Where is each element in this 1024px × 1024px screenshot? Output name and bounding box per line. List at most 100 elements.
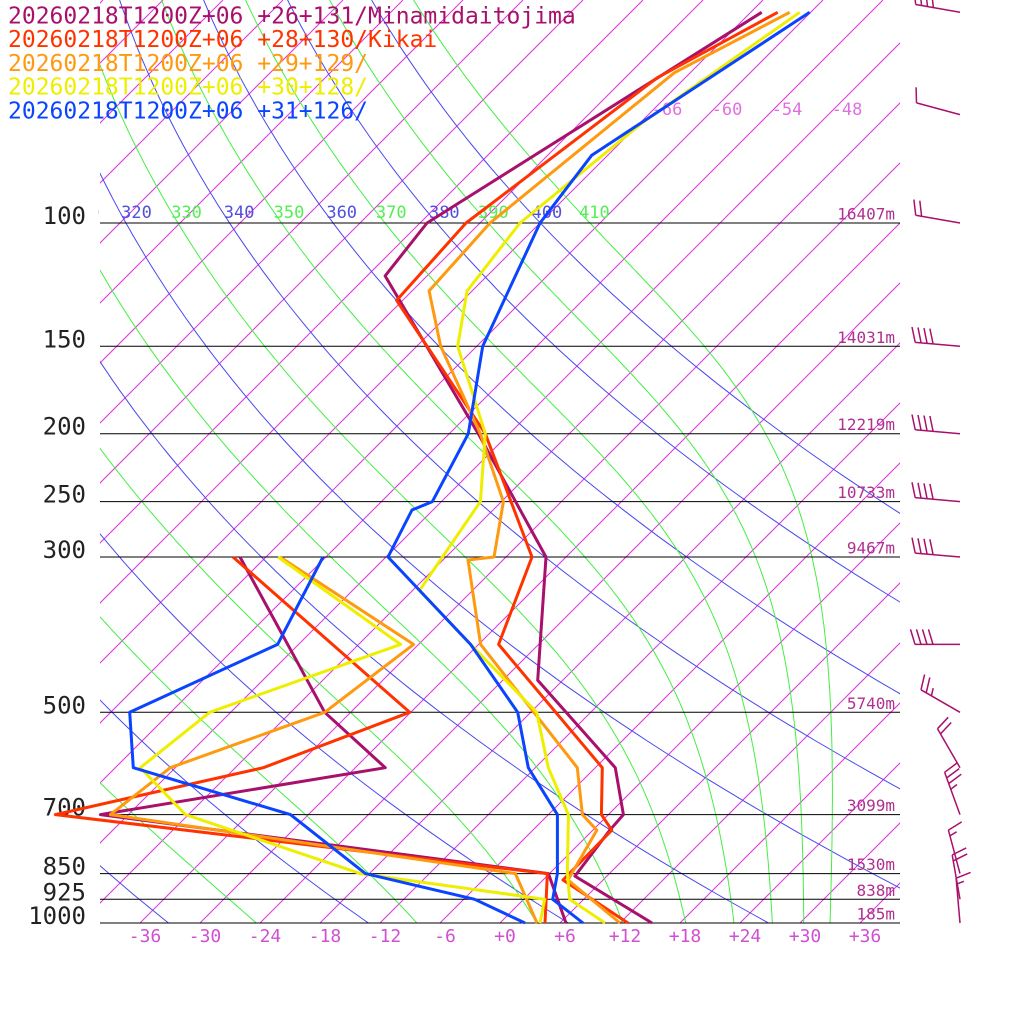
moist-adiabat-label: 310 [69, 203, 100, 223]
isotherm-label: -48 [832, 100, 863, 120]
x-tick-label: -12 [369, 926, 402, 947]
temperature-line [418, 11, 801, 925]
wind-barb [920, 674, 961, 713]
x-tick-label: +24 [729, 926, 762, 947]
isotherm [679, 702, 900, 923]
temperature-line [383, 11, 763, 925]
moist-adiabat [100, 269, 624, 923]
isotherm [100, 0, 584, 484]
isotherm [139, 162, 900, 923]
wind-barb [955, 871, 971, 924]
height-label: 185m [856, 905, 895, 924]
wind-barb [914, 0, 961, 14]
dewpoint-line [108, 555, 539, 924]
legend-entry: 20260218T1200Z+06 +29+129/ [8, 51, 368, 77]
x-tick-label: +6 [554, 926, 576, 947]
legend-entry: 20260218T1200Z+06 +31+126/ [8, 98, 368, 124]
x-tick-label: -18 [309, 926, 342, 947]
moist-adiabat [245, 0, 773, 923]
isotherm [739, 762, 900, 923]
isotherm [559, 582, 900, 923]
legend: 20260218T1200Z+06 +26+131/Minamidaitojim… [8, 4, 576, 125]
isotherm [100, 0, 344, 244]
height-label: 3099m [847, 796, 895, 815]
moist-adiabat-label: 410 [579, 203, 610, 223]
isotherm [199, 222, 900, 923]
isotherm [619, 642, 900, 923]
isotherm [100, 42, 900, 844]
dry-adiabat [100, 865, 170, 923]
height-label: 5740m [847, 694, 895, 713]
wind-barb [909, 629, 960, 646]
height-label: 9467m [847, 538, 895, 557]
x-tick-label: -30 [189, 926, 222, 947]
isotherm [100, 0, 284, 184]
isotherm [100, 0, 704, 604]
temperature-line [395, 10, 779, 925]
dry-adiabat [287, 0, 900, 603]
wind-barb [915, 87, 961, 116]
isotherm [100, 102, 900, 904]
isotherm [100, 0, 164, 64]
y-tick-label: 200 [43, 413, 86, 441]
moist-adiabat [329, 0, 805, 923]
wind-barb [951, 847, 968, 900]
dry-adiabat [203, 0, 900, 695]
moist-adiabat [100, 782, 258, 923]
moist-adiabat [100, 616, 418, 923]
axes: 100 16407m 150 14031m 200 12219m 250 10733m 300 9… [28, 202, 900, 947]
height-label: 10733m [837, 483, 895, 502]
wind-barb [936, 716, 961, 769]
isotherm [259, 282, 900, 923]
isotherm [100, 0, 764, 664]
legend-entry: 20260218T1200Z+06 +26+131/Minamidaitojim… [8, 4, 576, 30]
isotherm-label: -60 [712, 100, 743, 120]
dry-adiabat-label: 340 [224, 203, 255, 223]
temperature-line [386, 11, 811, 925]
y-tick-label: 300 [43, 536, 86, 564]
x-tick-label: +12 [609, 926, 642, 947]
moist-adiabat [100, 63, 687, 923]
dry-adiabat [371, 0, 900, 514]
height-label: 14031m [837, 328, 895, 347]
y-tick-label: 850 [43, 853, 86, 881]
dewpoint-line [98, 556, 568, 924]
height-label: 838m [856, 881, 895, 900]
isotherm [499, 522, 900, 923]
isotherm [319, 342, 900, 923]
x-tick-label: -6 [434, 926, 456, 947]
legend-entry: 20260218T1200Z+06 +28+130/Kikai [8, 27, 437, 53]
moist-adiabat-label: 350 [274, 203, 305, 223]
wind-barb [947, 821, 963, 874]
isotherm-label: -66 [652, 100, 683, 120]
moist-adiabat-label: 370 [376, 203, 407, 223]
wind-barb [943, 762, 962, 815]
y-tick-label: 250 [43, 481, 86, 509]
isotherm [799, 822, 900, 923]
y-tick-label: 925 [43, 878, 86, 906]
y-tick-label: 150 [43, 325, 86, 353]
isotherm [100, 0, 824, 724]
moist-adiabat [100, 447, 538, 923]
wind-barbs [909, 0, 971, 924]
isotherm [379, 402, 900, 923]
moist-adiabat-label: 330 [171, 203, 202, 223]
x-tick-label: +30 [789, 926, 822, 947]
isotherm [100, 0, 104, 4]
dry-adiabat-label: 320 [121, 203, 152, 223]
height-label: 12219m [837, 415, 895, 434]
dewpoint-line [53, 555, 549, 924]
dry-adiabat-label: 360 [326, 203, 357, 223]
wind-barb [913, 199, 961, 224]
isotherm [859, 882, 900, 923]
x-tick-label: +18 [669, 926, 702, 947]
isotherm [100, 0, 644, 544]
isotherm [100, 0, 884, 784]
isotherm [100, 0, 464, 364]
height-label: 1530m [847, 855, 895, 874]
y-tick-label: 1000 [28, 902, 86, 930]
dry-adiabat [100, 172, 900, 889]
height-label: 16407m [837, 205, 895, 224]
